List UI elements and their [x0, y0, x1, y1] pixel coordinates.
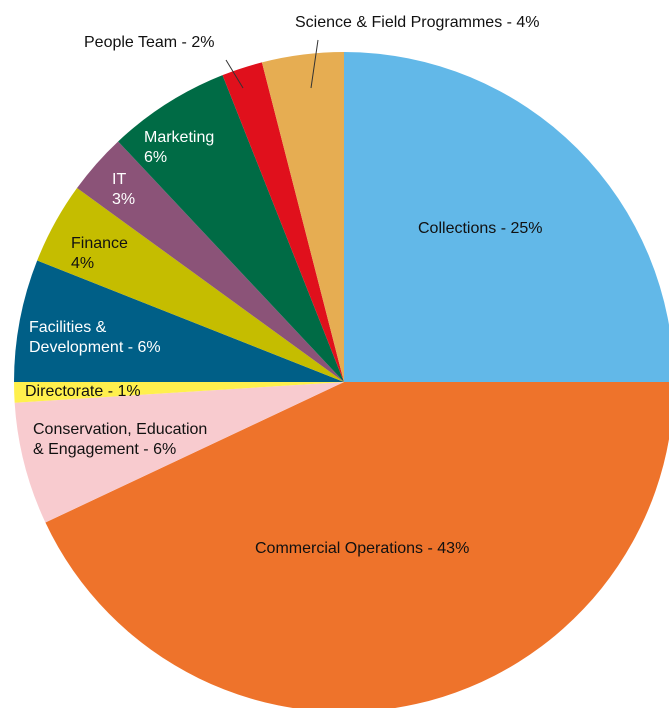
slice-label-line: IT: [112, 171, 126, 188]
slice-label-line: Conservation, Education: [33, 421, 207, 438]
pie-slice: [261, 52, 344, 382]
pie-slice: [222, 62, 344, 383]
pie-slice: [14, 382, 344, 403]
slice-label-line: Marketing: [144, 129, 214, 146]
slice-label: IT 3%: [112, 171, 135, 208]
slice-label-line: Directorate - 1%: [25, 383, 141, 400]
slice-label-line: People Team - 2%: [84, 34, 214, 51]
slice-label: Facilities & Development - 6%: [29, 319, 161, 356]
slice-label: Collections - 25%: [418, 220, 543, 237]
slice-label-line: Collections - 25%: [418, 220, 543, 237]
slice-label: Conservation, Education & Engagement - 6%: [33, 421, 207, 458]
pie-slice: [344, 52, 669, 382]
slice-label: Science & Field Programmes - 4%: [295, 14, 540, 31]
slice-label: Directorate - 1%: [25, 383, 141, 400]
slice-label: Marketing 6%: [144, 129, 214, 166]
pie-slice: [37, 188, 345, 382]
slice-label: People Team - 2%: [84, 34, 214, 51]
pie-slice: [45, 382, 669, 708]
leader-line: [225, 59, 244, 89]
pie-slice: [14, 260, 344, 382]
slice-label-line: Development - 6%: [29, 339, 161, 356]
slice-label-line: Facilities &: [29, 319, 107, 336]
pie-slice: [118, 75, 344, 383]
leader-line: [310, 39, 319, 89]
slice-label-line: Science & Field Programmes - 4%: [295, 14, 540, 31]
pie-slice: [77, 141, 345, 382]
slice-label-line: 3%: [112, 191, 135, 208]
pie-slice: [14, 382, 345, 523]
slice-label: Finance 4%: [71, 235, 128, 272]
slice-label: Commercial Operations - 43%: [255, 540, 469, 557]
slice-label-line: 6%: [144, 149, 167, 166]
slice-label-line: 4%: [71, 255, 94, 272]
slice-label-line: Commercial Operations - 43%: [255, 540, 469, 557]
slice-label-line: & Engagement - 6%: [33, 441, 176, 458]
slice-label-line: Finance: [71, 235, 128, 252]
